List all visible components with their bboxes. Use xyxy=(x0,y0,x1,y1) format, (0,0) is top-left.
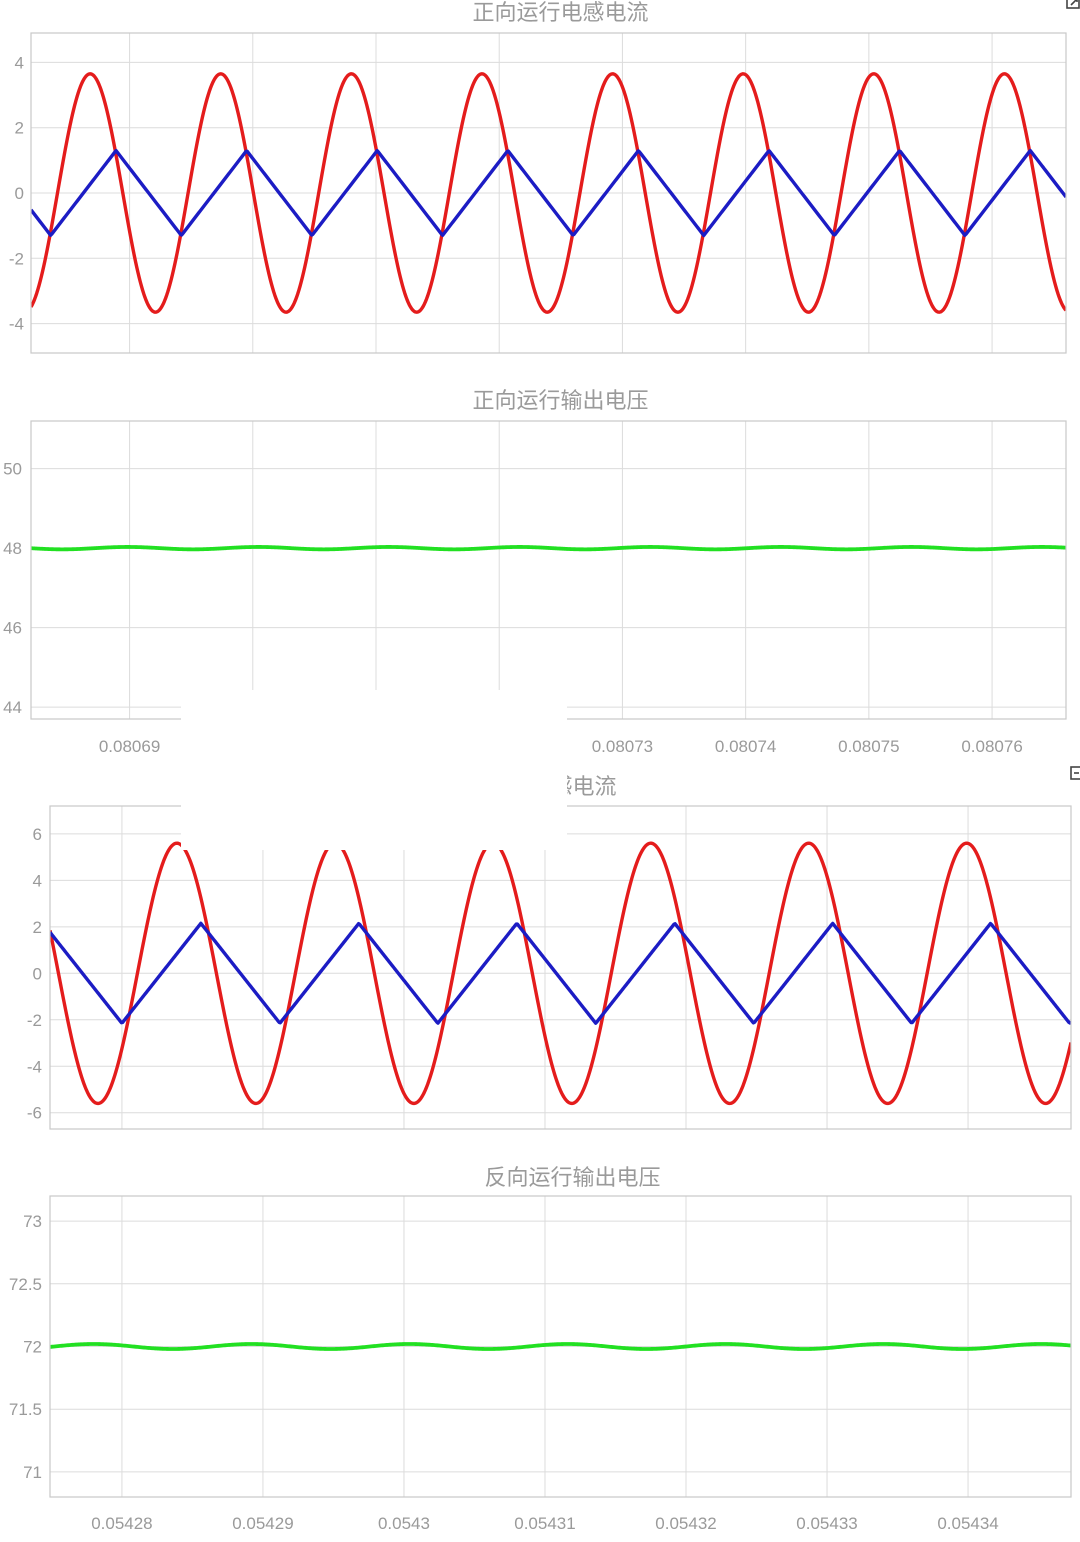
y-tick-label: -6 xyxy=(27,1104,42,1123)
y-tick-label: 4 xyxy=(33,871,42,890)
x-tick-label: 0.05431 xyxy=(514,1514,575,1533)
chart-forward-output-voltage: 正向运行输出电压 44 46 48 50 0.08069 0.08073 0.08074 0.0… xyxy=(3,389,1067,756)
series-line-1 xyxy=(50,1342,1071,1351)
y-tick-label: -4 xyxy=(9,315,24,334)
occlusion-patch xyxy=(181,690,567,850)
x-tick-label: 0.08073 xyxy=(592,737,653,756)
x-tick-label: 0.08075 xyxy=(838,737,899,756)
y-tick-label: -4 xyxy=(27,1057,42,1076)
expand-icon[interactable] xyxy=(1070,766,1080,780)
chart-reverse-output-voltage: 反向运行输出电压 71 71.5 72 72.5 73 0.05428 0.05429 0.05… xyxy=(9,1166,1072,1533)
series-line-1 xyxy=(31,72,1066,314)
y-tick-label: 6 xyxy=(33,825,42,844)
y-tick-label: -2 xyxy=(9,249,24,268)
plot-area xyxy=(31,72,1066,314)
chart-title: 正向运行电感电流 xyxy=(472,1,648,26)
y-tick-label: 48 xyxy=(3,539,22,558)
y-tick-label: -2 xyxy=(27,1011,42,1030)
y-tick-label: 0 xyxy=(33,964,42,983)
axes-frame xyxy=(49,1195,1072,1498)
axes-frame xyxy=(30,32,1067,354)
x-tick-label: 0.08074 xyxy=(715,737,776,756)
y-tick-label: 50 xyxy=(3,460,22,479)
y-tick-label: 46 xyxy=(3,619,22,638)
plot-area xyxy=(31,545,1066,552)
y-tick-label: 71 xyxy=(23,1463,42,1482)
x-tick-label: 0.08069 xyxy=(99,737,160,756)
series-line-2 xyxy=(50,921,1071,1025)
y-tick-label: 2 xyxy=(15,119,24,138)
y-tick-label: 4 xyxy=(15,53,24,72)
y-tick-label: 72.5 xyxy=(9,1275,42,1294)
y-tick-label: 2 xyxy=(33,918,42,937)
x-tick-label: 0.0543 xyxy=(378,1514,430,1533)
chart-title: 正向运行输出电压 xyxy=(472,389,648,414)
expand-icon[interactable] xyxy=(1066,0,1080,9)
plot-area xyxy=(50,841,1071,1106)
axes-frame xyxy=(49,805,1072,1130)
chart-title: 反向运行输出电压 xyxy=(484,1166,660,1191)
chart-forward-inductor-current: 正向运行电感电流 -4 -2 0 2 4 xyxy=(9,1,1067,354)
y-tick-label: 0 xyxy=(15,184,24,203)
y-tick-label: 72 xyxy=(23,1338,42,1357)
x-tick-label: 0.05428 xyxy=(91,1514,152,1533)
axes-frame xyxy=(30,420,1067,720)
x-tick-label: 0.05433 xyxy=(796,1514,857,1533)
x-tick-label: 0.05434 xyxy=(937,1514,998,1533)
x-tick-label: 0.05432 xyxy=(655,1514,716,1533)
y-tick-label: 73 xyxy=(23,1212,42,1231)
series-line-1 xyxy=(31,545,1066,552)
y-tick-label: 71.5 xyxy=(9,1400,42,1419)
series-line-1 xyxy=(50,841,1071,1106)
series-line-2 xyxy=(31,148,1066,238)
plot-area xyxy=(50,1342,1071,1351)
x-tick-label: 0.08076 xyxy=(961,737,1022,756)
x-tick-label: 0.05429 xyxy=(232,1514,293,1533)
y-tick-label: 44 xyxy=(3,698,22,717)
